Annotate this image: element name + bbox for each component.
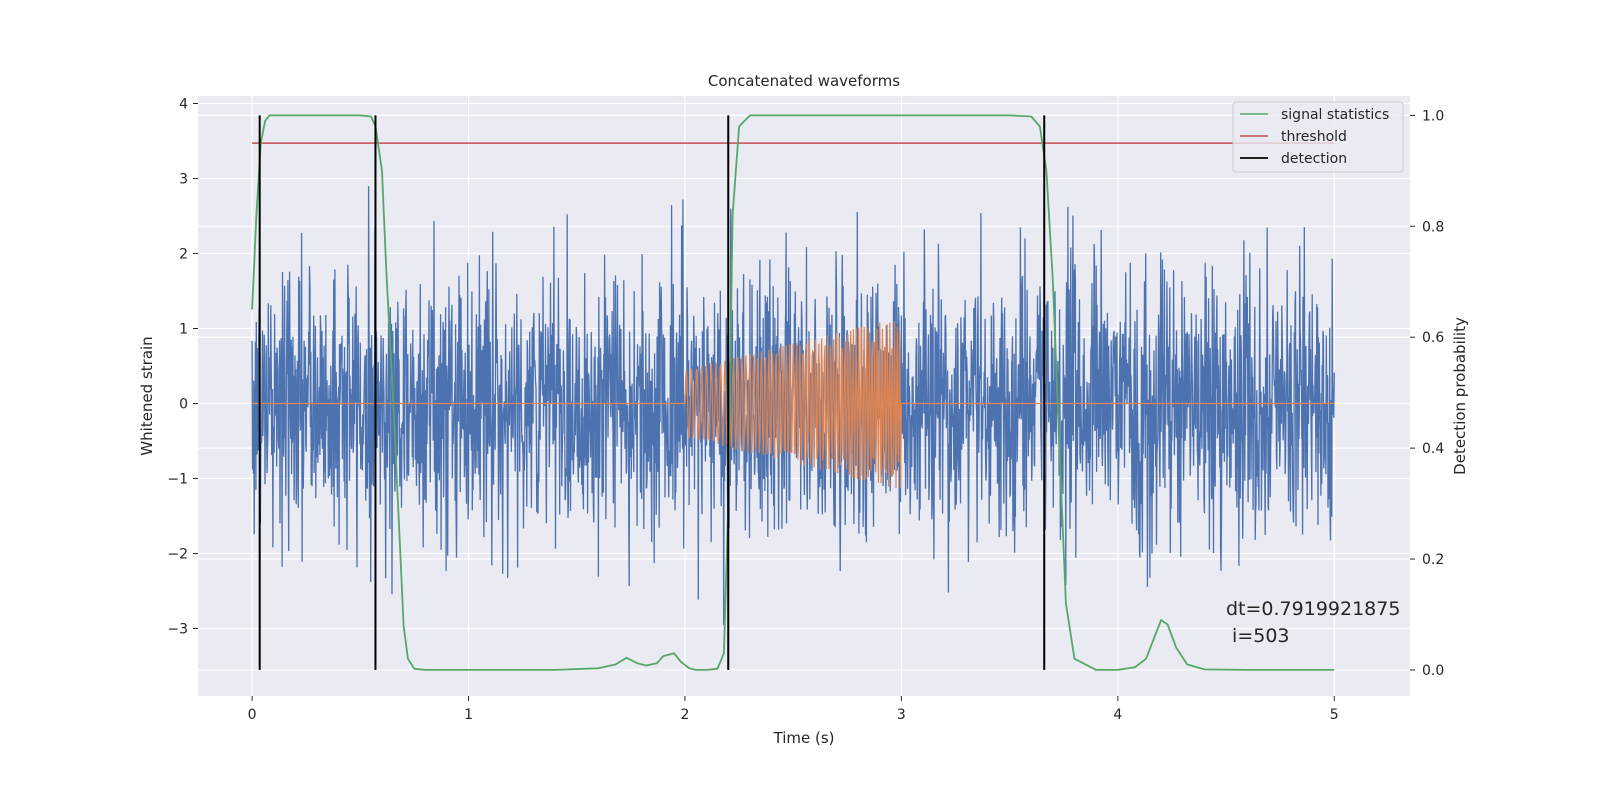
x-tick-label: 1 <box>464 707 473 723</box>
y-right-tick-label: 1.0 <box>1422 108 1444 124</box>
chirp-series-line <box>252 321 1335 489</box>
y-tick-label: 1 <box>179 322 188 338</box>
y-axis-right-ticks: 0.0 0.2 0.4 0.6 0.8 1.0 <box>1410 108 1444 679</box>
x-tick-label: 0 <box>248 707 257 723</box>
legend: signal statistics threshold detection <box>1232 101 1404 173</box>
y-tick-label: −1 <box>167 472 188 488</box>
annotation-i: i=503 <box>1226 625 1290 647</box>
y-tick-label: 4 <box>179 97 188 113</box>
y-axis-right-label: Detection probability <box>1451 317 1469 475</box>
y-right-tick-label: 0.4 <box>1422 441 1444 457</box>
y-tick-label: 2 <box>179 247 188 263</box>
y-axis-ticks: −3 −2 −1 0 1 2 3 4 <box>167 97 198 638</box>
y-tick-label: 0 <box>179 397 188 413</box>
chart-title: Concatenated waveforms <box>708 72 900 90</box>
y-right-tick-label: 0.8 <box>1422 219 1444 235</box>
y-right-tick-label: 0.0 <box>1422 663 1444 679</box>
y-axis-label: Whitened strain <box>138 336 156 455</box>
x-tick-label: 3 <box>897 707 906 723</box>
legend-label-signal-statistics: signal statistics <box>1281 107 1389 123</box>
y-right-tick-label: 0.2 <box>1422 552 1444 568</box>
annotation-dt: dt=0.7919921875 <box>1226 598 1400 620</box>
x-axis-label: Time (s) <box>773 729 835 747</box>
y-tick-label: −3 <box>167 622 188 638</box>
x-tick-label: 2 <box>681 707 690 723</box>
x-tick-label: 5 <box>1330 707 1339 723</box>
y-tick-label: 3 <box>179 172 188 188</box>
legend-label-threshold: threshold <box>1281 129 1347 145</box>
x-tick-label: 4 <box>1113 707 1122 723</box>
legend-box <box>1232 101 1404 173</box>
y-right-tick-label: 0.6 <box>1422 330 1444 346</box>
plot-lines <box>251 114 1335 671</box>
x-axis-ticks: 0 1 2 3 4 5 <box>248 696 1339 723</box>
y-tick-label: −2 <box>167 547 188 563</box>
legend-label-detection: detection <box>1281 151 1347 167</box>
